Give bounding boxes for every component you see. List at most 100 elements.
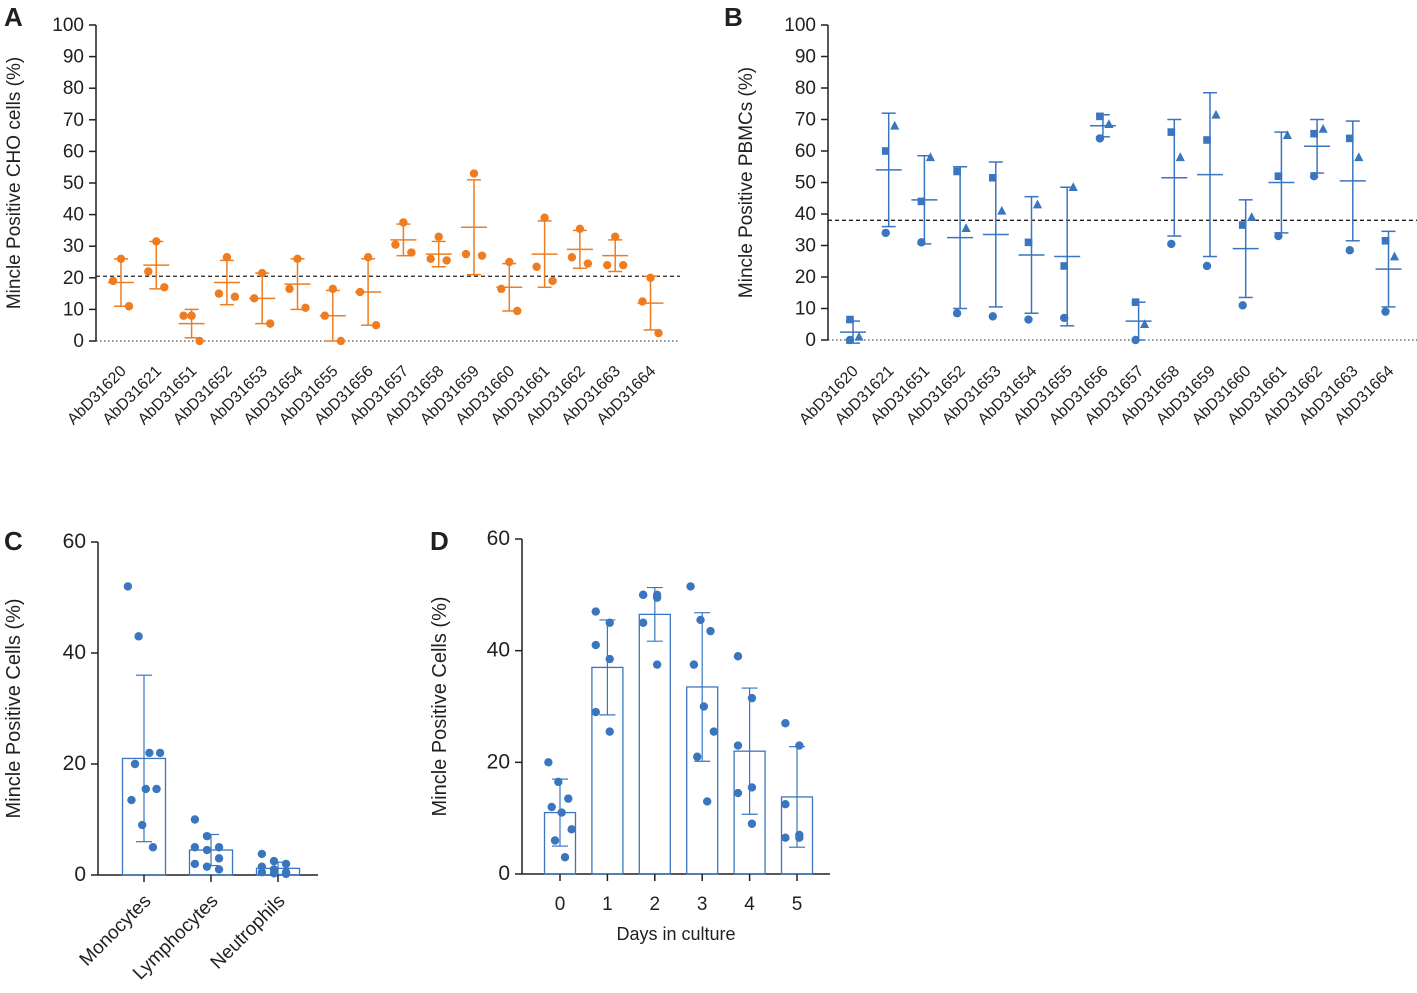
panel-c-data-point (130, 759, 140, 769)
panel-d-data-point (605, 654, 614, 664)
panel-d-letter: D (430, 526, 449, 556)
panel-a-data-point (187, 311, 196, 320)
panel-d-data-point (652, 593, 662, 602)
panel-a-data-point (469, 169, 479, 178)
panel-c-data-point (190, 843, 200, 852)
panel-b-data-point (952, 309, 962, 318)
panel-d-y-axis-title: Mincle Positive Cells (%) (429, 596, 451, 816)
panel-a-y-tick-label: 20 (63, 268, 84, 289)
panel-a-chart: 0 10 20 30 40 50 60 70 80 90 100 Mincle Positive CH… (4, 15, 680, 428)
panel-c-data-point (148, 843, 158, 852)
panel-a-data-point (293, 254, 302, 264)
panel-b-y-tick-label: 20 (795, 267, 816, 288)
panel-a-letter: A (4, 2, 23, 32)
panel-a-data-point (442, 256, 451, 265)
panel-d-data-point (706, 626, 715, 636)
panel-d-data-point (696, 615, 705, 625)
panel-a-data-point (195, 336, 204, 346)
panel-a-data-point (638, 297, 647, 306)
panel-a-data-point (328, 284, 337, 294)
panel-b-data-point (1309, 172, 1319, 181)
panel-c-data-point (202, 845, 212, 855)
panel-b-data-point (1202, 261, 1212, 271)
panel-c-data-point (123, 582, 133, 591)
panel-a-data-point (461, 249, 471, 259)
panel-d-data-point (560, 853, 570, 862)
panel-c-data-point (257, 868, 267, 877)
panel-a-y-tick-label: 10 (63, 299, 84, 320)
panel-d-data-point (747, 693, 757, 703)
panel-a-data-point (399, 218, 408, 227)
panel-a-data-point (513, 306, 522, 316)
panel-a-data-point (144, 267, 153, 276)
panel-d-data-point (781, 800, 790, 809)
panel-b-data-point (1060, 262, 1068, 270)
panel-a-data-point (548, 276, 557, 286)
panel-d-data-point (638, 590, 648, 600)
panel-b-data-point (1345, 246, 1355, 255)
panel-b-data-point (1381, 236, 1390, 245)
panel-d-data-point (747, 783, 757, 792)
panel-c-data-point (281, 869, 291, 879)
panel-b-data-point (1131, 298, 1140, 306)
panel-d-data-point (795, 833, 804, 842)
panel-b-data-point (1274, 231, 1283, 241)
panel-c-data-point (155, 748, 165, 758)
panel-c-data-point (190, 859, 200, 869)
panel-a-data-point (250, 294, 259, 303)
panel-a-y-tick-label: 50 (63, 173, 84, 194)
panel-a-data-point (575, 224, 585, 234)
panel-c-data-point (257, 849, 267, 859)
panel-d-data-point (550, 836, 560, 845)
panel-d-x-tick-label: 4 (744, 894, 755, 915)
panel-b-data-point (1068, 182, 1078, 192)
panel-d-data-point (689, 660, 699, 669)
panel-b-y-axis-title: Mincle Positive PBMCs (%) (736, 67, 757, 298)
panel-b-data-point (961, 223, 971, 232)
panel-a-data-point (320, 311, 329, 320)
panel-d-x-tick-label: 5 (792, 894, 803, 915)
panel-b-data-point (1282, 130, 1292, 140)
panel-c-y-tick-label: 60 (63, 530, 86, 553)
panel-a-data-point (619, 260, 628, 270)
panel-c-data-point (127, 795, 136, 805)
panel-a-data-point (108, 276, 118, 286)
panel-b-data-point (1238, 221, 1247, 229)
panel-d-x-tick-label: 1 (602, 894, 613, 915)
panel-b-y-tick-label: 0 (805, 330, 816, 351)
panel-b-data-point (1140, 319, 1150, 329)
panel-d-data-point (733, 652, 743, 661)
panel-d-chart: 0 20 40 60 Mincle Positive Cells (%) 0 1 2 3 4 5 Da… (429, 527, 830, 944)
panel-c-data-point (202, 862, 212, 871)
panel-d-x-tick-label: 3 (697, 894, 708, 915)
panel-d-data-point (564, 794, 573, 803)
panel-c-data-point (152, 784, 161, 794)
panel-d-x-tick-label: 0 (555, 894, 566, 915)
panel-d-data-point (557, 808, 566, 817)
panel-d-data-point (733, 788, 743, 798)
panel-b-data-point (854, 331, 864, 341)
panel-d-data-point (638, 618, 648, 627)
panel-a-data-point (603, 260, 612, 270)
panel-c-data-point (269, 856, 279, 866)
panel-d-data-point (781, 719, 790, 728)
panel-d-data-point (544, 758, 553, 767)
panel-a-data-point (532, 262, 541, 271)
panel-d-data-point (652, 660, 662, 669)
panel-a-y-tick-label: 30 (63, 236, 84, 257)
panel-c-letter: C (4, 526, 23, 556)
panel-b-data-point (1389, 251, 1400, 261)
panel-c-data-point (190, 815, 200, 824)
panel-d-y-tick-label: 20 (487, 750, 510, 773)
panel-d-y-tick-label: 0 (498, 862, 510, 885)
panel-a-data-point (426, 254, 435, 264)
panel-d-data-point (733, 741, 743, 750)
panel-a-data-point (116, 254, 126, 264)
panel-b-data-point (989, 173, 997, 182)
panel-b-data-point (1024, 315, 1033, 324)
panel-b-y-tick-label: 30 (795, 236, 816, 257)
panel-a-y-tick-label: 80 (63, 78, 84, 99)
panel-c-data-point (145, 748, 154, 758)
panel-b-data-point (953, 167, 961, 176)
